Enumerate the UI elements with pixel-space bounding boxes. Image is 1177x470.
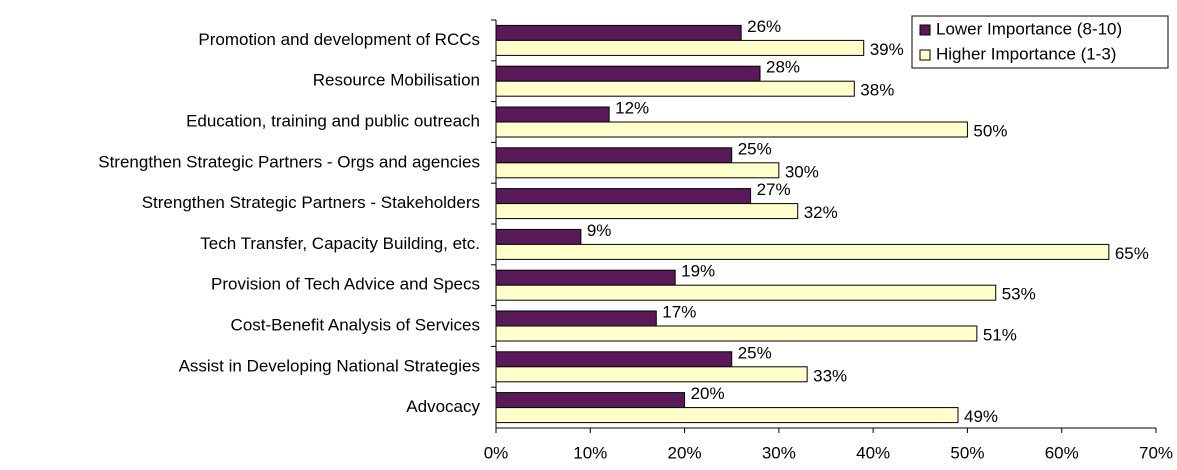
category-label: Strengthen Strategic Partners - Orgs and…	[98, 152, 480, 171]
category-label: Provision of Tech Advice and Specs	[211, 275, 480, 294]
bar	[495, 269, 676, 286]
value-label: 65%	[1115, 244, 1149, 263]
value-label: 38%	[860, 81, 894, 100]
value-label: 39%	[870, 40, 904, 59]
legend-box	[911, 15, 1169, 69]
bar	[495, 310, 657, 327]
legend-label: Higher Importance (1-3)	[936, 44, 1116, 63]
value-label: 25%	[738, 139, 772, 158]
x-tick-label: 60%	[1045, 443, 1079, 462]
legend-swatch	[919, 49, 931, 61]
bar	[495, 407, 959, 424]
category-label: Resource Mobilisation	[313, 71, 480, 90]
bar	[495, 351, 733, 368]
value-label: 25%	[738, 343, 772, 362]
x-tick-label: 20%	[668, 443, 702, 462]
category-label: Education, training and public outreach	[186, 111, 480, 130]
x-tick-label: 0%	[484, 443, 509, 462]
value-label: 26%	[747, 17, 781, 36]
category-label: Strengthen Strategic Partners - Stakehol…	[142, 193, 480, 212]
bar	[495, 203, 799, 220]
value-label: 12%	[615, 98, 649, 117]
value-label: 51%	[983, 325, 1017, 344]
bar	[495, 106, 610, 123]
bar	[495, 188, 752, 205]
x-tick-label: 50%	[950, 443, 984, 462]
bar	[495, 65, 761, 82]
bar	[495, 121, 968, 138]
value-label: 9%	[587, 221, 612, 240]
x-tick-label: 30%	[762, 443, 796, 462]
value-label: 50%	[973, 121, 1007, 140]
value-label: 28%	[766, 58, 800, 77]
category-label: Tech Transfer, Capacity Building, etc.	[200, 234, 480, 253]
value-label: 19%	[681, 262, 715, 281]
bar	[495, 80, 855, 97]
value-label: 33%	[813, 366, 847, 385]
bar	[495, 392, 686, 409]
value-label: 49%	[964, 407, 998, 426]
x-tick-label: 10%	[573, 443, 607, 462]
bar	[495, 162, 780, 179]
bar	[495, 24, 742, 41]
bar	[495, 39, 865, 56]
x-tick-label: 40%	[856, 443, 890, 462]
value-label: 27%	[757, 180, 791, 199]
bar	[495, 366, 808, 383]
legend-swatch	[919, 24, 931, 36]
category-label: Cost-Benefit Analysis of Services	[231, 315, 480, 334]
legend-label: Lower Importance (8-10)	[936, 19, 1122, 38]
value-label: 17%	[662, 302, 696, 321]
bar	[495, 228, 582, 245]
bar	[495, 284, 997, 301]
value-label: 30%	[785, 162, 819, 181]
x-tick-label: 70%	[1139, 443, 1173, 462]
category-label: Assist in Developing National Strategies	[179, 356, 480, 375]
category-label: Advocacy	[406, 397, 480, 416]
value-label: 53%	[1002, 285, 1036, 304]
bar	[495, 147, 733, 164]
value-label: 20%	[691, 384, 725, 403]
bar	[495, 243, 1110, 260]
bar	[495, 325, 978, 342]
value-label: 32%	[804, 203, 838, 222]
category-label: Promotion and development of RCCs	[198, 30, 480, 49]
